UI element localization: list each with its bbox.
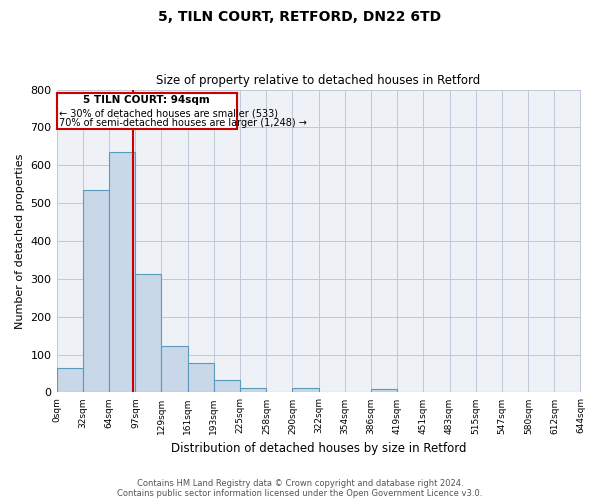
Text: ← 30% of detached houses are smaller (533): ← 30% of detached houses are smaller (53… [59, 108, 278, 118]
Bar [161, 346, 188, 393]
Bar [109, 152, 136, 392]
Text: 5 TILN COURT: 94sqm: 5 TILN COURT: 94sqm [83, 95, 210, 105]
Bar [188, 364, 214, 392]
Bar [214, 380, 239, 392]
Text: Contains public sector information licensed under the Open Government Licence v3: Contains public sector information licen… [118, 488, 482, 498]
Bar [56, 368, 83, 392]
Text: Contains HM Land Registry data © Crown copyright and database right 2024.: Contains HM Land Registry data © Crown c… [137, 478, 463, 488]
FancyBboxPatch shape [56, 94, 237, 130]
Bar [371, 388, 397, 392]
Bar [136, 274, 161, 392]
Bar [239, 388, 266, 392]
Title: Size of property relative to detached houses in Retford: Size of property relative to detached ho… [157, 74, 481, 87]
Bar [83, 190, 109, 392]
Text: 5, TILN COURT, RETFORD, DN22 6TD: 5, TILN COURT, RETFORD, DN22 6TD [158, 10, 442, 24]
Text: 70% of semi-detached houses are larger (1,248) →: 70% of semi-detached houses are larger (… [59, 118, 307, 128]
Bar [292, 388, 319, 392]
Y-axis label: Number of detached properties: Number of detached properties [15, 154, 25, 328]
X-axis label: Distribution of detached houses by size in Retford: Distribution of detached houses by size … [171, 442, 466, 455]
